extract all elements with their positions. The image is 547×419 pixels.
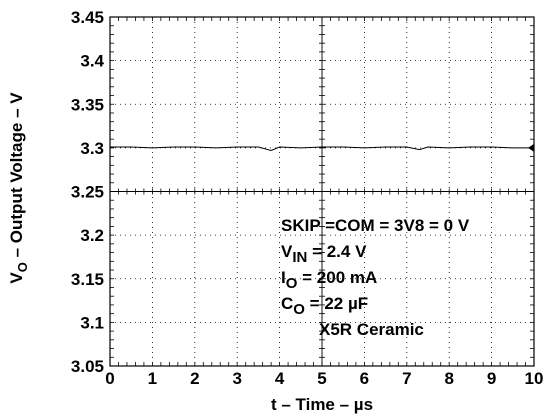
annotation-co: CO = 22 µF — [281, 294, 368, 318]
conditions-annotation: SKIP =COM = 3V8 = 0 V VIN = 2.4 V IO = 2… — [281, 216, 470, 339]
center-crosshair — [110, 17, 534, 366]
x-axis-label: t – Time – µs — [271, 395, 373, 414]
y-tick-label: 3.25 — [71, 183, 104, 202]
x-tick-label: 5 — [317, 369, 326, 388]
y-tick-label: 3.05 — [71, 357, 104, 376]
x-tick-label: 10 — [525, 369, 544, 388]
y-tick-label: 3.35 — [71, 95, 104, 114]
x-tick-label: 2 — [190, 369, 199, 388]
y-tick-label: 3.4 — [80, 52, 104, 71]
annotation-skip: SKIP =COM = 3V8 = 0 V — [281, 216, 470, 235]
y-tick-label: 3.2 — [80, 226, 104, 245]
annotation-io: IO = 200 mA — [281, 268, 377, 292]
y-axis-label: VO – Output Voltage – V — [7, 92, 30, 284]
y-tick-labels: 3.05 3.1 3.15 3.2 3.25 3.3 3.35 3.4 3.45 — [71, 8, 105, 376]
trigger-marker — [528, 144, 534, 152]
y-tick-label: 3.3 — [80, 139, 104, 158]
x-tick-label: 1 — [148, 369, 157, 388]
annotation-vin: VIN = 2.4 V — [281, 242, 367, 266]
annotation-ceramic: X5R Ceramic — [319, 320, 424, 339]
x-tick-label: 0 — [105, 369, 114, 388]
x-tick-label: 6 — [360, 369, 369, 388]
x-tick-label: 7 — [402, 369, 411, 388]
y-tick-label: 3.15 — [71, 270, 104, 289]
y-tick-label: 3.45 — [71, 8, 104, 27]
x-tick-label: 3 — [232, 369, 241, 388]
x-tick-label: 4 — [275, 369, 285, 388]
x-tick-labels: 0 1 2 3 4 5 6 7 8 9 10 — [105, 369, 543, 388]
x-tick-label: 9 — [487, 369, 496, 388]
x-tick-label: 8 — [444, 369, 453, 388]
y-tick-label: 3.1 — [80, 313, 104, 332]
